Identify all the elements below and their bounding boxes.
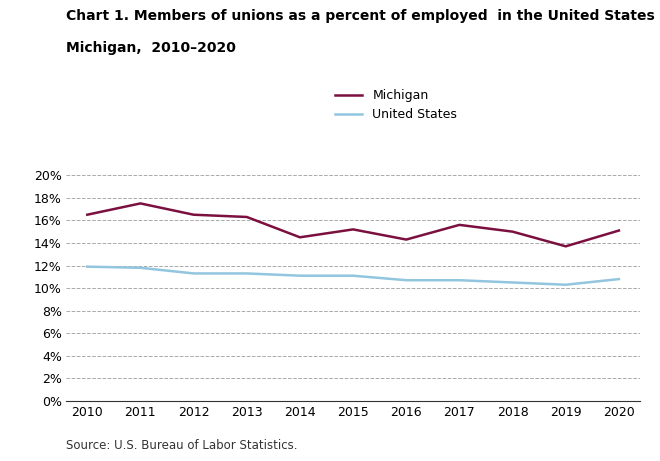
Michigan <box>509 229 517 234</box>
Michigan <box>455 222 463 228</box>
United States <box>562 282 570 288</box>
Text: Source: U.S. Bureau of Labor Statistics.: Source: U.S. Bureau of Labor Statistics. <box>66 439 298 452</box>
Michigan <box>243 214 251 220</box>
Michigan <box>83 212 91 218</box>
United States <box>403 278 411 283</box>
Michigan <box>189 212 197 218</box>
Michigan <box>137 201 145 206</box>
Michigan <box>296 235 304 240</box>
Line: United States: United States <box>87 266 619 285</box>
United States <box>137 265 145 271</box>
Michigan <box>562 243 570 249</box>
Legend: Michigan, United States: Michigan, United States <box>335 89 457 122</box>
Text: Michigan,  2010–2020: Michigan, 2010–2020 <box>66 41 236 55</box>
United States <box>615 276 623 282</box>
Michigan <box>403 237 411 242</box>
United States <box>243 271 251 276</box>
United States <box>296 273 304 278</box>
Michigan <box>349 227 357 232</box>
Text: Chart 1. Members of unions as a percent of employed  in the United States and: Chart 1. Members of unions as a percent … <box>66 9 660 23</box>
United States <box>509 280 517 285</box>
United States <box>83 264 91 269</box>
United States <box>455 278 463 283</box>
Michigan <box>615 228 623 233</box>
United States <box>189 271 197 276</box>
United States <box>349 273 357 278</box>
Line: Michigan: Michigan <box>87 203 619 246</box>
